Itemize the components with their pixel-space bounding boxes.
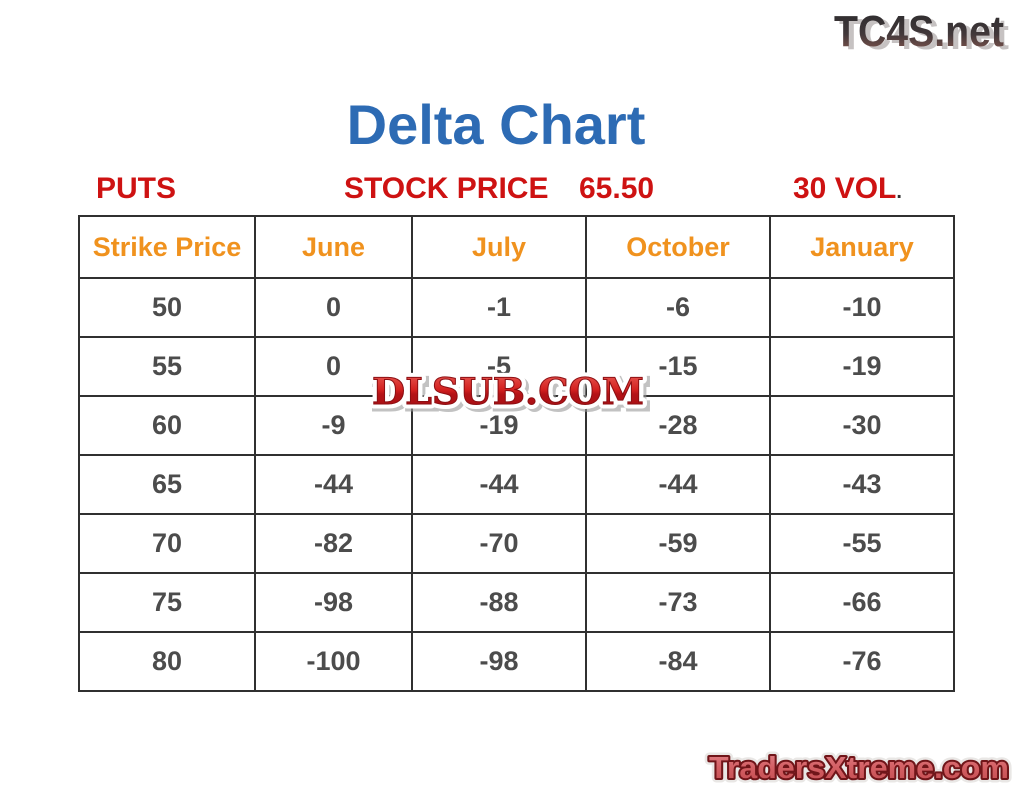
table-row: 70 -82 -70 -59 -55 bbox=[78, 513, 955, 574]
tc4s-logo-graphic: TC4S.net TC4S.net bbox=[834, 7, 1009, 59]
strike-price-cell: 50 bbox=[78, 277, 256, 338]
delta-value-cell: -55 bbox=[769, 513, 955, 574]
table-row: 60 -9 -19 -28 -30 bbox=[78, 395, 955, 456]
column-header-june: June bbox=[254, 215, 413, 279]
tradersxtreme-logo-graphic: TradersXtreme.com TradersXtreme.com Trad… bbox=[705, 746, 1014, 790]
table-header-row: Strike Price June July October January bbox=[78, 215, 955, 279]
dlsub-shadow-text: DLSUB.COM bbox=[375, 374, 647, 416]
tc4s-logo: TC4S.net TC4S.net bbox=[830, 5, 1014, 59]
vol-label: 30 VOL. bbox=[793, 172, 902, 209]
strike-price-cell: 80 bbox=[78, 631, 256, 692]
delta-value-cell: -66 bbox=[769, 572, 955, 633]
delta-value-cell: 0 bbox=[254, 336, 413, 397]
stock-price-value: 65.50 bbox=[579, 172, 655, 205]
delta-value-cell: -19 bbox=[411, 395, 587, 456]
tradersxtreme-glow-text: TradersXtreme.com bbox=[709, 750, 1009, 785]
strike-price-cell: 60 bbox=[78, 395, 256, 456]
vol-period: . bbox=[896, 181, 902, 203]
delta-value-cell: -100 bbox=[254, 631, 413, 692]
strike-price-cell: 65 bbox=[78, 454, 256, 515]
delta-value-cell: -98 bbox=[254, 572, 413, 633]
page-title: Delta Chart bbox=[346, 93, 646, 156]
delta-value-cell: -6 bbox=[585, 277, 771, 338]
delta-value-cell: -30 bbox=[769, 395, 955, 456]
vol-label-text: 30 VOL bbox=[793, 172, 897, 205]
column-header-strike-price: Strike Price bbox=[78, 215, 256, 279]
delta-value-cell: -82 bbox=[254, 513, 413, 574]
column-header-july: July bbox=[411, 215, 587, 279]
delta-value-cell: -5 bbox=[411, 336, 587, 397]
delta-value-cell: -28 bbox=[585, 395, 771, 456]
delta-value-cell: -9 bbox=[254, 395, 413, 456]
tc4s-logo-shadow-text: TC4S.net bbox=[839, 10, 1009, 55]
table-row: 55 0 -5 -15 -19 bbox=[78, 336, 955, 397]
table-row: 50 0 -1 -6 -10 bbox=[78, 277, 955, 338]
delta-value-cell: -73 bbox=[585, 572, 771, 633]
column-header-january: January bbox=[769, 215, 955, 279]
delta-value-cell: -44 bbox=[254, 454, 413, 515]
delta-value-cell: -43 bbox=[769, 454, 955, 515]
strike-price-cell: 70 bbox=[78, 513, 256, 574]
delta-value-cell: -88 bbox=[411, 572, 587, 633]
delta-value-cell: -84 bbox=[585, 631, 771, 692]
tradersxtreme-outline-text: TradersXtreme.com bbox=[709, 750, 1009, 785]
delta-value-cell: -98 bbox=[411, 631, 587, 692]
delta-value-cell: -44 bbox=[585, 454, 771, 515]
stock-price-label: STOCK PRICE bbox=[344, 172, 549, 205]
delta-value-cell: -15 bbox=[585, 336, 771, 397]
delta-value-cell: -10 bbox=[769, 277, 955, 338]
delta-value-cell: -1 bbox=[411, 277, 587, 338]
delta-value-cell: -19 bbox=[769, 336, 955, 397]
strike-price-cell: 75 bbox=[78, 572, 256, 633]
delta-value-cell: -59 bbox=[585, 513, 771, 574]
dlsub-watermark-graphic: DLSUB.COM DLSUB.COM DLSUB.COM bbox=[368, 367, 652, 421]
table-row: 80 -100 -98 -84 -76 bbox=[78, 631, 955, 692]
table-row: 65 -44 -44 -44 -43 bbox=[78, 454, 955, 515]
delta-value-cell: -76 bbox=[769, 631, 955, 692]
tradersxtreme-logo-text: TradersXtreme.com bbox=[709, 750, 1009, 785]
tc4s-logo-text: TC4S.net bbox=[834, 7, 1004, 55]
tradersxtreme-logo: TradersXtreme.com TradersXtreme.com Trad… bbox=[697, 744, 1021, 790]
dlsub-watermark-text: DLSUB.COM bbox=[372, 371, 644, 413]
delta-table: Strike Price June July October January 5… bbox=[78, 215, 955, 692]
puts-label: PUTS bbox=[96, 172, 177, 205]
delta-value-cell: 0 bbox=[254, 277, 413, 338]
dlsub-watermark: DLSUB.COM DLSUB.COM DLSUB.COM bbox=[356, 365, 660, 421]
strike-price-cell: 55 bbox=[78, 336, 256, 397]
column-header-october: October bbox=[585, 215, 771, 279]
table-row: 75 -98 -88 -73 -66 bbox=[78, 572, 955, 633]
delta-value-cell: -70 bbox=[411, 513, 587, 574]
delta-table-body: 50 0 -1 -6 -10 55 0 -5 -15 -19 60 -9 -19 -28 -30 65 -44-… bbox=[78, 277, 955, 692]
dlsub-outline-text: DLSUB.COM bbox=[372, 371, 644, 413]
delta-value-cell: -44 bbox=[411, 454, 587, 515]
